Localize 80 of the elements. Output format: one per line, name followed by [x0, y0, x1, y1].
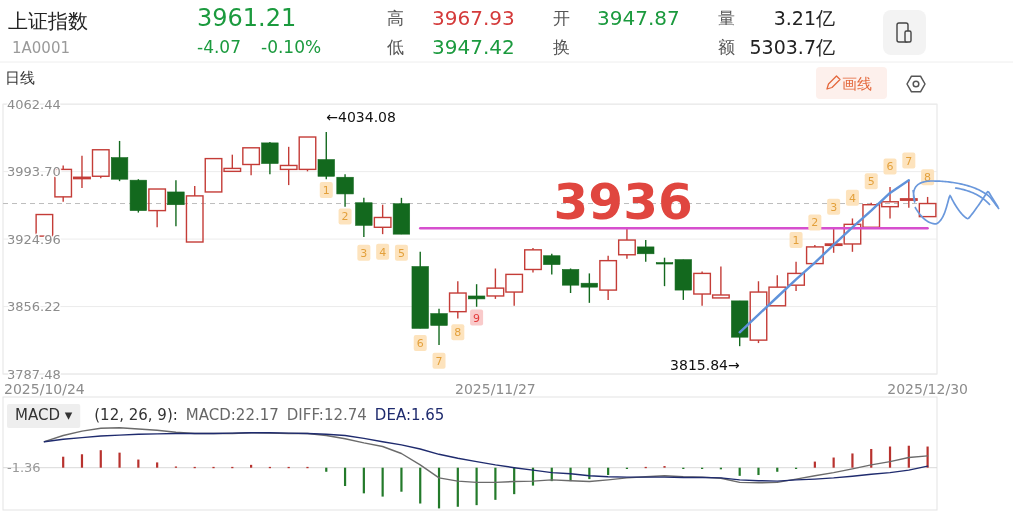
y-tick-label: 3924.96 [7, 231, 61, 247]
annotation: 3 [360, 246, 368, 260]
candlestick [899, 179, 918, 209]
bar [343, 467, 347, 487]
text: 3947.87 [597, 6, 680, 30]
text: 高 [387, 8, 404, 28]
bar [80, 454, 84, 468]
text: 画线 [842, 75, 872, 93]
annotation: 3936 [553, 173, 693, 232]
annotation: 1 [792, 234, 800, 248]
bar [400, 467, 403, 492]
bar [99, 450, 102, 468]
annotation: -1.36 [7, 460, 41, 476]
annotation: 5 [867, 175, 875, 189]
annotation: 5 [397, 246, 405, 260]
bar [851, 453, 854, 468]
candlestick [599, 255, 618, 301]
annotation: 7 [905, 154, 913, 168]
series-label: DEA:1.65 [374, 406, 445, 424]
text: -4.07 [197, 37, 241, 57]
bar [118, 452, 121, 468]
text: 3947.42 [432, 35, 515, 59]
bar [419, 467, 422, 504]
text: MACD:22.17 [185, 406, 279, 424]
annotation: 8 [454, 326, 462, 340]
bar [813, 461, 816, 468]
chart-subtitle: (12, 26, 9): [94, 406, 178, 424]
annotation: 4 [379, 245, 387, 259]
text: 换 [553, 37, 570, 57]
annotation: 7 [435, 354, 443, 368]
candlestick [148, 188, 167, 228]
annotation: 2 [341, 210, 349, 224]
candlestick [543, 253, 561, 276]
annotation: 6 [416, 337, 424, 351]
text: 3967.93 [432, 6, 515, 30]
text: 低 [387, 37, 404, 57]
series-label: DIFF:12.74 [286, 406, 367, 424]
text: 额 [718, 37, 735, 57]
candlestick [787, 260, 806, 292]
candlestick [167, 179, 185, 227]
x-tick-label: 2025/10/24 [4, 381, 85, 397]
x-tick-label: 2025/12/30 [887, 381, 968, 397]
y-tick-label: 3856.22 [7, 299, 61, 315]
candlestick [448, 280, 467, 320]
text: 1A0001 [12, 39, 70, 57]
annotation: 3815.84→ [670, 357, 740, 374]
bar [757, 467, 760, 476]
candlestick [317, 131, 335, 180]
y-tick-label: 3787.48 [7, 366, 61, 382]
candlestick [110, 140, 129, 182]
annotation: 1 [322, 184, 330, 197]
annotation: 3 [830, 200, 838, 214]
bar [832, 457, 835, 468]
text: 3.21亿 [773, 7, 835, 29]
y-tick-label: 4062.44 [7, 96, 61, 112]
text: 上证指数 [8, 9, 88, 33]
bar [250, 464, 253, 468]
chart-title: 日线 [5, 69, 35, 87]
candlestick [617, 227, 636, 260]
candlestick [637, 239, 655, 263]
text: 3961.21 [197, 4, 297, 32]
candlestick [336, 173, 354, 208]
candlestick [261, 141, 279, 175]
annotation: 9 [473, 311, 481, 325]
candlestick [355, 197, 373, 238]
text: 量 [718, 8, 735, 28]
bar [156, 462, 159, 468]
text: -0.10% [261, 37, 322, 57]
annotation: 2 [811, 216, 819, 230]
candlestick [468, 283, 486, 308]
text: 5303.7亿 [749, 36, 835, 58]
text: 开 [553, 8, 570, 28]
annotation: 4 [848, 191, 856, 205]
x-tick-label: 2025/11/27 [455, 381, 536, 397]
candlestick [242, 147, 261, 176]
bar [381, 467, 384, 497]
annotation: 6 [886, 160, 894, 174]
chart-title: MACD ▾ [15, 406, 73, 424]
annotation: ←4034.08 [326, 109, 396, 126]
bar [62, 456, 65, 468]
